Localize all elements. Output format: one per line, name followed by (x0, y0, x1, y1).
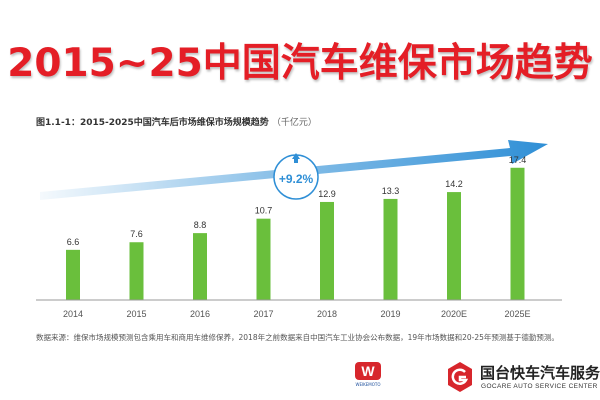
bar-2025E (510, 167, 525, 300)
bar-value-label: 7.6 (130, 229, 143, 239)
bar-2014 (66, 249, 80, 300)
bar-2018 (320, 201, 334, 300)
x-tick-label: 2025E (504, 309, 530, 319)
bar-value-label: 13.3 (382, 186, 400, 196)
growth-badge: +9.2% (273, 153, 319, 200)
source-footnote: 数据来源：维保市场规模预测包含乘用车和商用车维修保养，2018年之前数据来自中国… (36, 333, 559, 342)
x-tick-label: 2017 (253, 309, 273, 319)
gocare-name-en: GOCARE AUTO SERVICE CENTER (481, 383, 598, 390)
bar-value-label: 12.9 (318, 189, 336, 199)
bars-group: 6.6 7.6 8.8 10.7 12.9 13.3 14.2 17.4 (66, 155, 526, 300)
bar-2015 (129, 242, 144, 300)
figure-unit: （千亿元） (271, 118, 317, 128)
bar-value-label: 8.8 (194, 220, 207, 230)
bar-2017 (256, 218, 271, 300)
gocare-name-cn: 国台快车汽车服务 (480, 364, 600, 382)
x-tick-label: 2015 (126, 309, 146, 319)
bar-value-label: 10.7 (255, 206, 273, 216)
rocket-icon (292, 153, 300, 163)
bar-value-label: 14.2 (445, 179, 463, 189)
figure-title: 图1.1-1：2015-2025中国汽车后市场维保市场规模趋势 （千亿元） (36, 115, 317, 128)
weikemoto-tag: WEIKEMOTO (355, 382, 381, 387)
bar-value-label: 6.6 (67, 237, 80, 247)
x-tick-label: 2020E (441, 309, 467, 319)
figure-title-text: 图1.1-1：2015-2025中国汽车后市场维保市场规模趋势 (36, 118, 269, 128)
bar-2019 (383, 198, 398, 300)
x-tick-label: 2018 (317, 309, 337, 319)
x-tick-label: 2016 (190, 309, 210, 319)
growth-rate-label: +9.2% (279, 172, 314, 186)
bar-2020E (447, 192, 461, 300)
bar-value-label: 17.4 (509, 155, 527, 165)
x-axis-labels: 2014 2015 2016 2017 2018 2019 2020E 2025E (63, 309, 531, 319)
gocare-mark-icon (448, 362, 472, 392)
x-tick-label: 2019 (380, 309, 400, 319)
weikemoto-emblem: W (355, 362, 381, 380)
x-tick-label: 2014 (63, 309, 83, 319)
headline-title: 2015~25中国汽车维保市场趋势 (7, 41, 593, 86)
gocare-logo: 国台快车汽车服务 GOCARE AUTO SERVICE CENTER (446, 358, 600, 398)
bar-2016 (193, 233, 207, 300)
weikemoto-logo: W WEIKEMOTO (351, 362, 385, 392)
